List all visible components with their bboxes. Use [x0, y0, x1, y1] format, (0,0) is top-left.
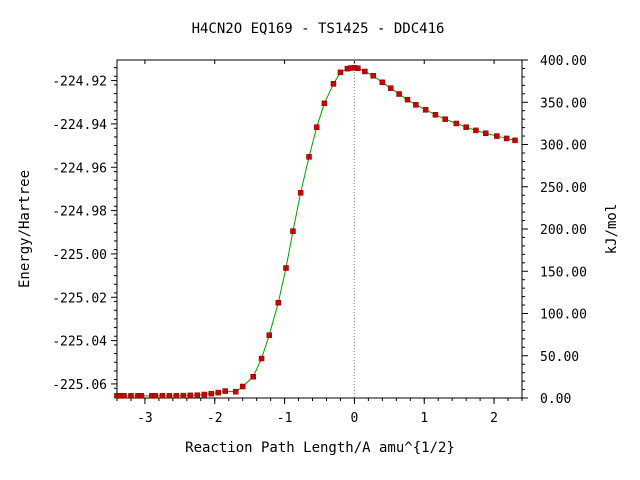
data-point [370, 73, 377, 79]
data-point [503, 135, 510, 142]
data-point [275, 299, 282, 306]
data-point [306, 154, 312, 160]
x-axis-label: Reaction Path Length/A amu^{1/2} [185, 440, 455, 456]
data-point [379, 79, 386, 86]
x-tick-label: 2 [490, 411, 498, 426]
data-point [128, 393, 134, 399]
y-right-tick-label: 300.00 [540, 139, 587, 154]
data-point [313, 124, 320, 130]
y-right-tick-label: 400.00 [540, 54, 587, 69]
data-point [232, 388, 239, 395]
data-point [222, 388, 228, 394]
data-point [194, 392, 201, 398]
data-point [442, 116, 448, 122]
y-right-tick-label: 100.00 [540, 308, 587, 323]
data-point [362, 68, 368, 75]
data-point [297, 190, 304, 196]
data-point [121, 393, 127, 399]
data-point [355, 65, 361, 71]
y-axis-right-label: kJ/mol [604, 204, 620, 255]
data-point [173, 393, 180, 399]
y-right-tick-label: 200.00 [540, 223, 587, 238]
data-point [266, 332, 272, 338]
data-point [290, 228, 296, 234]
data-point [208, 390, 215, 397]
y-right-tick-label: 50.00 [540, 350, 579, 365]
y-right-tick-label: 150.00 [540, 265, 587, 280]
data-point [159, 393, 166, 399]
data-point [453, 120, 460, 127]
data-point [258, 355, 265, 362]
data-point [482, 130, 489, 136]
y-right-tick-label: 0.00 [540, 392, 571, 407]
data-point [396, 91, 402, 97]
chart-title: H4CN2O EQ169 - TS1425 - DDC416 [192, 21, 445, 37]
y-left-tick-label: -225.00 [52, 248, 107, 263]
y-left-tick-label: -224.94 [52, 118, 107, 133]
data-point [463, 124, 469, 130]
data-point [473, 127, 479, 134]
data-point [166, 393, 173, 399]
y-right-tick-label: 350.00 [540, 96, 587, 111]
data-point [215, 389, 221, 396]
y-axis-left-label: Energy/Hartree [17, 170, 33, 288]
data-point [330, 81, 337, 87]
data-point [337, 69, 344, 76]
data-markers-layer [114, 65, 518, 399]
data-point [387, 85, 394, 91]
data-point [283, 265, 289, 271]
x-tick-label: -1 [277, 411, 293, 426]
data-point [512, 137, 518, 144]
y-left-tick-label: -224.98 [52, 205, 107, 220]
data-point [201, 391, 208, 398]
x-tick-label: -3 [137, 411, 153, 426]
data-point [187, 392, 194, 399]
data-point [404, 96, 411, 103]
y-left-tick-label: -224.92 [52, 75, 107, 90]
data-point [152, 393, 159, 399]
y-left-tick-label: -225.04 [52, 335, 107, 350]
data-point [321, 100, 328, 107]
data-point [494, 133, 500, 139]
data-point [138, 393, 145, 399]
y-left-tick-label: -225.06 [52, 378, 107, 393]
x-tick-label: 0 [350, 411, 358, 426]
ticks-layer: -3 -2 -1 0 1 2 -224.92 -224.94 -224.96 -224.98 -22… [52, 54, 587, 426]
data-point [413, 102, 419, 108]
data-point [432, 112, 439, 118]
data-point [180, 392, 187, 399]
x-tick-label: -2 [207, 411, 223, 426]
data-point [239, 383, 246, 390]
x-tick-label: 1 [420, 411, 428, 426]
y-left-tick-label: -225.02 [52, 291, 107, 306]
y-left-tick-label: -224.96 [52, 161, 107, 176]
data-point [250, 374, 256, 380]
y-right-tick-label: 250.00 [540, 181, 587, 196]
data-point [422, 107, 429, 113]
